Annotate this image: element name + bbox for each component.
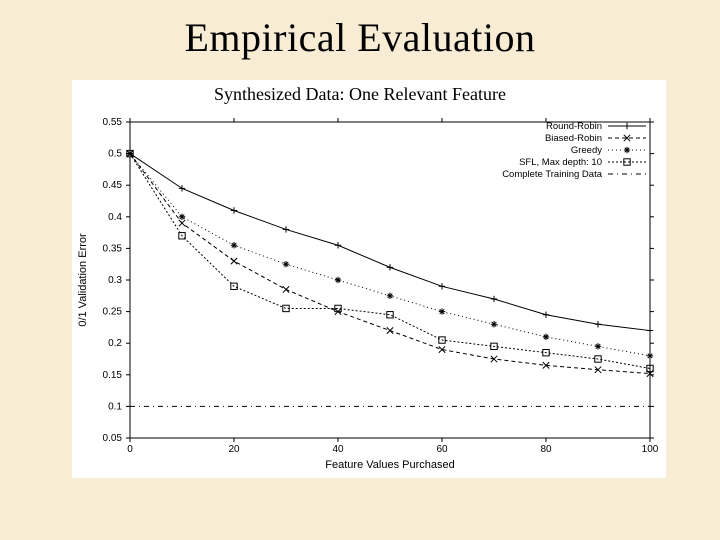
line-chart: 0 20 40 60 80 100 0.05 0.1 0.15 0.2 0.25 0.3 0.35 0.4… — [72, 80, 666, 478]
svg-text:0.3: 0.3 — [108, 275, 122, 286]
svg-text:0/1 Validation Error: 0/1 Validation Error — [77, 233, 89, 327]
svg-text:100: 100 — [642, 444, 659, 455]
svg-text:0: 0 — [127, 444, 133, 455]
svg-text:0.1: 0.1 — [108, 401, 122, 412]
svg-text:0.15: 0.15 — [103, 370, 123, 381]
svg-text:Greedy: Greedy — [571, 145, 602, 156]
svg-text:Feature Values Purchased: Feature Values Purchased — [325, 459, 454, 471]
slide-title: Empirical Evaluation — [0, 14, 720, 61]
svg-text:0.05: 0.05 — [103, 433, 123, 444]
svg-text:0.45: 0.45 — [103, 180, 123, 191]
svg-text:Round-Robin: Round-Robin — [546, 121, 602, 132]
svg-text:0.55: 0.55 — [103, 117, 123, 128]
svg-text:80: 80 — [540, 444, 552, 455]
svg-text:SFL, Max depth: 10: SFL, Max depth: 10 — [519, 157, 602, 168]
svg-text:20: 20 — [228, 444, 240, 455]
svg-text:0.2: 0.2 — [108, 338, 122, 349]
svg-text:0.35: 0.35 — [103, 243, 123, 254]
slide-subtitle: Synthesized Data: One Relevant Feature — [0, 84, 720, 105]
svg-text:Biased-Robin: Biased-Robin — [545, 133, 602, 144]
svg-text:0.5: 0.5 — [108, 149, 122, 160]
svg-text:Complete Training Data: Complete Training Data — [502, 169, 603, 180]
svg-text:0.25: 0.25 — [103, 307, 123, 318]
svg-text:60: 60 — [436, 444, 448, 455]
svg-text:0.4: 0.4 — [108, 212, 122, 223]
chart-container: 0 20 40 60 80 100 0.05 0.1 0.15 0.2 0.25 0.3 0.35 0.4… — [72, 80, 666, 478]
svg-text:40: 40 — [332, 444, 344, 455]
